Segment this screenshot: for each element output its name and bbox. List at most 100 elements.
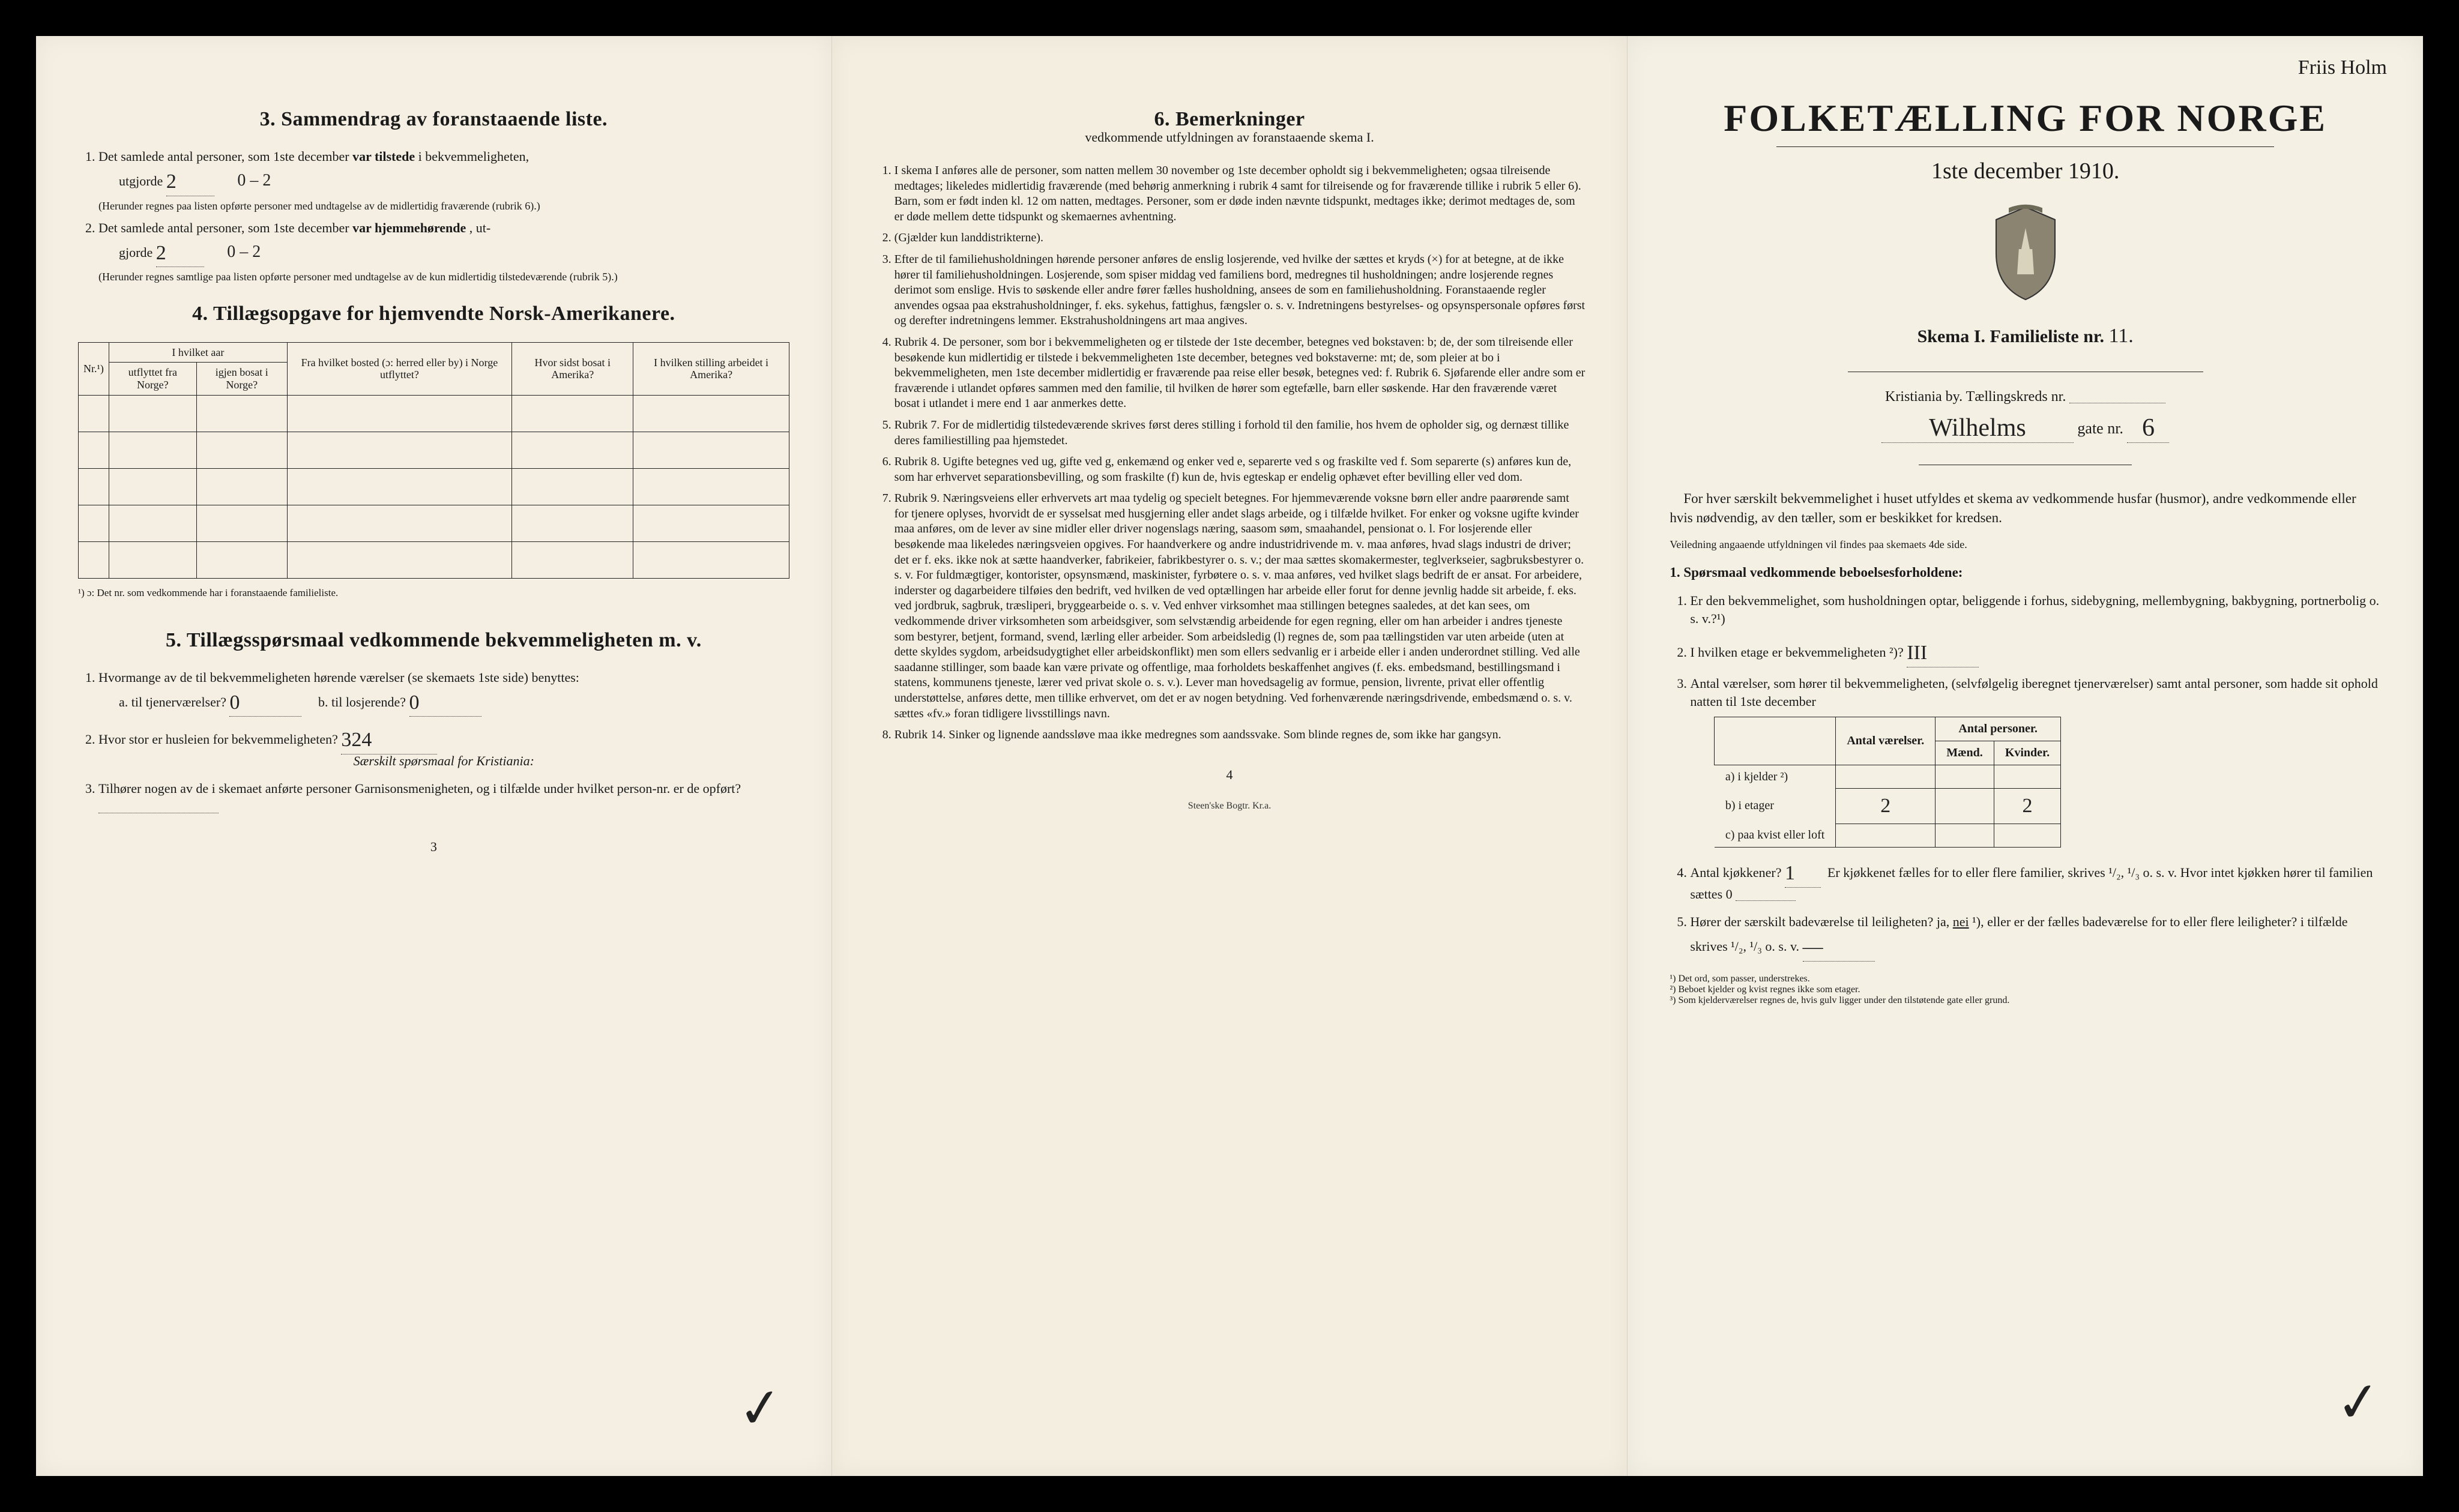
skema-label: Skema I. Familieliste nr.	[1917, 327, 2104, 346]
text: Hvormange av de til bekvemmeligheten hør…	[98, 670, 579, 685]
text: Det samlede antal personer, som 1ste dec…	[98, 220, 352, 235]
text: , ut-	[469, 220, 490, 235]
col-stilling: I hvilken stilling arbeidet i Amerika?	[633, 342, 789, 395]
footnote-2: ²) Beboet kjelder og kvist regnes ikke s…	[1670, 984, 2381, 995]
q4-label: Antal kjøkkener?	[1690, 865, 1781, 880]
val-vaerelser: 2	[1880, 795, 1890, 817]
veiledning: Veiledning angaaende utfyldningen vil fi…	[1670, 537, 2381, 552]
rooms-table: Antal værelser. Antal personer. Mænd. Kv…	[1714, 717, 2061, 848]
three-page-spread: 3. Sammendrag av foranstaaende liste. De…	[0, 0, 2459, 1512]
section-1-list: Er den bekvemmelighet, som husholdningen…	[1670, 592, 2381, 959]
section-6-title: 6. Bemerkninger	[874, 108, 1586, 131]
section-6-subtitle: vedkommende utfyldningen av foranstaaend…	[874, 130, 1586, 145]
sec3-note-1: (Herunder regnes paa listen opførte pers…	[98, 199, 789, 213]
text: For hver særskilt bekvemmelighet i huset…	[1670, 491, 2356, 525]
col-nr: Nr.¹)	[79, 342, 109, 395]
page-3: 3. Sammendrag av foranstaaende liste. De…	[36, 36, 832, 1476]
col-personer: Antal personer.	[1936, 717, 2061, 741]
special-kristiania: Særskilt spørsmaal for Kristiania:	[354, 753, 534, 768]
value-losjerende: 0	[409, 691, 420, 714]
text-bold: var tilstede	[352, 149, 415, 164]
q3: Antal værelser, som hører til bekvemmeli…	[1690, 675, 2381, 848]
gate-nr: 6	[2142, 414, 2155, 442]
col-igjen: igjen bosat i Norge?	[196, 363, 287, 395]
q4-value: 1	[1785, 862, 1795, 884]
section-5-title: 5. Tillægsspørsmaal vedkommende bekvemme…	[78, 629, 789, 652]
bem-item: Rubrik 14. Sinker og lignende aandssløve…	[895, 727, 1586, 743]
section-4-table: Nr.¹) I hvilket aar Fra hvilket bosted (…	[78, 342, 789, 579]
value-husleie: 324	[341, 729, 372, 751]
value-tilstede: 2	[166, 170, 177, 193]
sec3-item-1: Det samlede antal personer, som 1ste dec…	[98, 148, 789, 213]
q5: Hører der særskilt badeværelse til leili…	[1690, 913, 2381, 959]
page-number-4: 4	[874, 767, 1586, 783]
familieliste-nr: 11.	[2109, 325, 2134, 347]
q5-answer: nei	[1953, 914, 1969, 929]
row-kvist: c) paa kvist eller loft	[1715, 824, 1836, 848]
kreds-line: Kristiania by. Tællingskreds nr.	[1670, 389, 2381, 405]
value-hjemme-note: 0 – 2	[227, 242, 261, 261]
q3-label: Antal værelser, som hører til bekvemmeli…	[1690, 676, 2378, 709]
page-number-3: 3	[78, 839, 789, 855]
bem-item: Rubrik 8. Ugifte betegnes ved ug, gifte …	[895, 454, 1586, 485]
col-sidst: Hvor sidst bosat i Amerika?	[512, 342, 633, 395]
text: Tilhører nogen av de i skemaet anførte p…	[98, 781, 741, 796]
footnote-3: ³) Som kjelderværelser regnes de, hvis g…	[1670, 995, 2381, 1006]
kreds-label: Kristiania by. Tællingskreds nr.	[1885, 389, 2066, 405]
label-losjerende: b. til losjerende?	[318, 694, 406, 709]
col-utflyttet: utflyttet fra Norge?	[109, 363, 196, 395]
section-3-title: 3. Sammendrag av foranstaaende liste.	[78, 108, 789, 131]
label-husleie: Hvor stor er husleien for bekvemmelighet…	[98, 732, 338, 747]
section-3-list: Det samlede antal personer, som 1ste dec…	[78, 148, 789, 285]
street-line: Wilhelms gate nr. 6	[1670, 411, 2381, 441]
value-hjemme: 2	[156, 242, 166, 264]
sec3-note-2: (Herunder regnes samtlige paa listen opf…	[98, 270, 789, 284]
q4: Antal kjøkkener? 1 Er kjøkkenet fælles f…	[1690, 857, 2381, 903]
checkmark-icon: ✓	[735, 1375, 786, 1442]
bem-item: I skema I anføres alle de personer, som …	[895, 163, 1586, 224]
sec5-q2: Hvor stor er husleien for bekvemmelighet…	[98, 724, 789, 770]
bem-item: Rubrik 9. Næringsveiens eller erhvervets…	[895, 491, 1586, 721]
sec4-footnote: ¹) ɔ: Det nr. som vedkommende har i fora…	[78, 587, 789, 599]
col-aar: I hvilket aar	[109, 342, 287, 363]
footnote-1: ¹) Det ord, som passer, understrekes.	[1670, 974, 2381, 984]
intro-text: For hver særskilt bekvemmelighet i huset…	[1670, 489, 2381, 528]
text-bold: var hjemmehørende	[352, 220, 466, 235]
census-date: 1ste december 1910.	[1670, 158, 2381, 184]
sec5-q1: Hvormange av de til bekvemmeligheten hør…	[98, 669, 789, 715]
row-kjelder: a) i kjelder ²)	[1715, 765, 1836, 789]
row-etager: b) i etager	[1715, 789, 1836, 824]
skema-line: Skema I. Familieliste nr. 11.	[1670, 325, 2381, 348]
col-kvinder: Kvinder.	[1994, 741, 2060, 765]
census-title: FOLKETÆLLING FOR NORGE	[1670, 96, 2381, 140]
label-utgjorde: utgjorde	[119, 173, 163, 188]
section-4-title: 4. Tillægsopgave for hjemvendte Norsk-Am…	[78, 303, 789, 325]
q1: Er den bekvemmelighet, som husholdningen…	[1690, 592, 2381, 627]
q5-value: —	[1803, 936, 1823, 958]
value-tilstede-note: 0 – 2	[237, 171, 271, 190]
value-tjener: 0	[229, 691, 240, 714]
col-bosted: Fra hvilket bosted (ɔ: herred eller by) …	[287, 342, 511, 395]
page-4: 6. Bemerkninger vedkommende utfyldningen…	[832, 36, 1628, 1476]
col-maend: Mænd.	[1936, 741, 1994, 765]
text: i bekvemmeligheten,	[418, 149, 530, 164]
q2: I hvilken etage er bekvemmeligheten ²)? …	[1690, 637, 2381, 665]
section-1-title: 1. Spørsmaal vedkommende beboelsesforhol…	[1670, 565, 1963, 580]
coat-of-arms-icon	[1984, 202, 2068, 304]
street-name: Wilhelms	[1929, 414, 2026, 442]
bem-item: Rubrik 4. De personer, som bor i bekvemm…	[895, 335, 1586, 412]
checkmark-icon: ✓	[2332, 1369, 2384, 1436]
section-5-list: Hvormange av de til bekvemmeligheten hør…	[78, 669, 789, 816]
gate-label: gate nr.	[2077, 420, 2123, 437]
val-kvinder: 2	[2022, 795, 2032, 817]
bem-item: (Gjælder kun landdistrikterne).	[895, 230, 1586, 246]
sec3-item-2: Det samlede antal personer, som 1ste dec…	[98, 219, 789, 285]
col-vaerelser: Antal værelser.	[1836, 717, 1936, 765]
q5-label: Hører der særskilt badeværelse til leili…	[1690, 914, 1949, 929]
page-cover: Friis Holm FOLKETÆLLING FOR NORGE 1ste d…	[1628, 36, 2423, 1476]
label-tjener: a. til tjenerværelser?	[119, 694, 226, 709]
section-6-list: I skema I anføres alle de personer, som …	[874, 163, 1586, 743]
sec5-q3: Tilhører nogen av de i skemaet anførte p…	[98, 780, 789, 815]
label-gjorde: gjorde	[119, 245, 152, 260]
bem-item: Efter de til familiehusholdningen hørend…	[895, 252, 1586, 329]
